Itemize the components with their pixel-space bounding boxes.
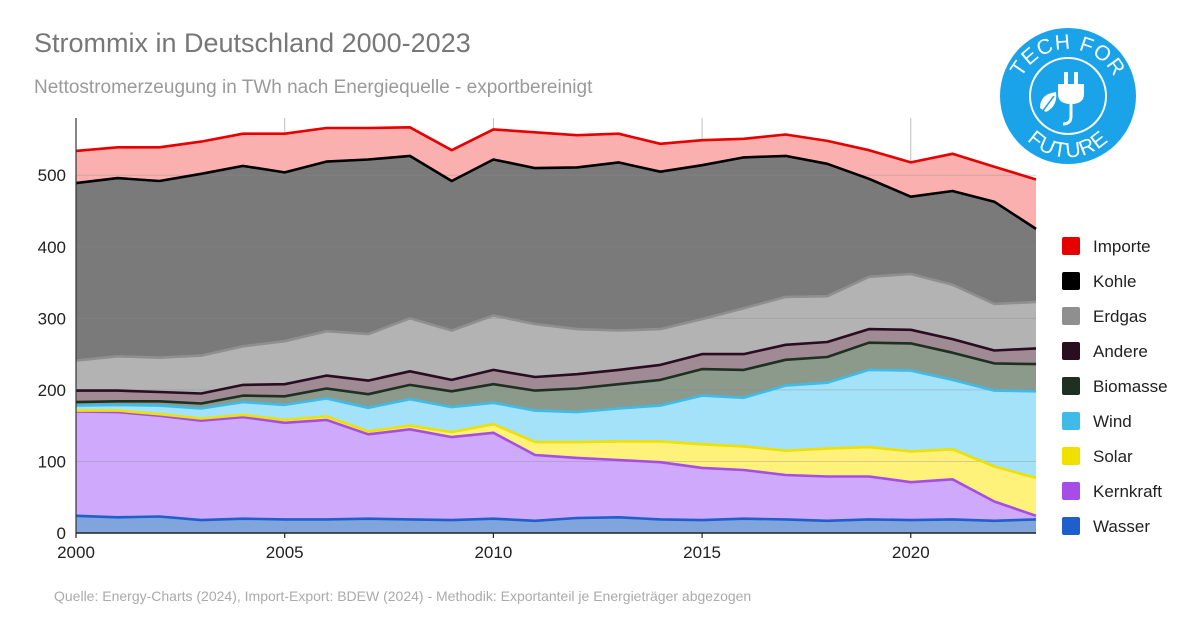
y-tick-label: 100 bbox=[38, 452, 66, 471]
legend-item-andere[interactable]: Andere bbox=[1062, 342, 1148, 361]
line-erdgas bbox=[75, 272, 1037, 362]
legend-item-solar[interactable]: Solar bbox=[1062, 447, 1133, 466]
line-biomasse bbox=[75, 341, 1037, 405]
legend-label: Importe bbox=[1093, 237, 1151, 256]
legend-item-erdgas[interactable]: Erdgas bbox=[1062, 307, 1147, 326]
y-tick-label: 400 bbox=[38, 238, 66, 257]
axes: 0 100 200 300 400 500 2000 2005 2010 2015 2020 bbox=[38, 118, 1036, 562]
series-lines bbox=[75, 126, 1037, 523]
legend-swatch bbox=[1062, 377, 1080, 395]
chart-subtitle: Nettostromerzeugung in TWh nach Energieq… bbox=[34, 77, 593, 98]
area-wind bbox=[76, 369, 1036, 478]
y-tick-label: 300 bbox=[38, 309, 66, 328]
x-tick-label: 2000 bbox=[57, 543, 95, 562]
x-tick-label: 2005 bbox=[266, 543, 304, 562]
y-tick-label: 0 bbox=[57, 524, 66, 543]
legend-label: Erdgas bbox=[1093, 307, 1147, 326]
y-tick-label: 500 bbox=[38, 166, 66, 185]
legend-label: Biomasse bbox=[1093, 377, 1168, 396]
legend-swatch bbox=[1062, 517, 1080, 535]
area-erdgas bbox=[76, 274, 1036, 394]
area-importe bbox=[76, 127, 1036, 229]
legend-label: Wind bbox=[1093, 412, 1132, 431]
logo-inner-ring bbox=[1029, 57, 1107, 135]
legend-swatch bbox=[1062, 237, 1080, 255]
line-kernkraft bbox=[75, 410, 1037, 518]
legend-item-importe[interactable]: Importe bbox=[1062, 237, 1151, 256]
legend-item-biomasse[interactable]: Biomasse bbox=[1062, 377, 1168, 396]
legend-swatch bbox=[1062, 342, 1080, 360]
legend-item-wind[interactable]: Wind bbox=[1062, 412, 1132, 431]
legend-item-wasser[interactable]: Wasser bbox=[1062, 517, 1150, 536]
x-tick-label: 2015 bbox=[683, 543, 721, 562]
legend-label: Wasser bbox=[1093, 517, 1150, 536]
y-tick-label: 200 bbox=[38, 381, 66, 400]
legend-label: Solar bbox=[1093, 447, 1133, 466]
line-wind bbox=[75, 368, 1037, 414]
legend[interactable]: Importe Kohle Erdgas Andere Biomasse Wind Sola… bbox=[1062, 237, 1168, 536]
line-wasser bbox=[75, 514, 1037, 523]
plug-leaf-icon bbox=[1040, 72, 1084, 126]
tech-for-future-logo[interactable]: TECH FOR FUTURE bbox=[1000, 28, 1136, 164]
line-kohle bbox=[75, 154, 1037, 230]
area-kohle bbox=[76, 155, 1036, 361]
area-kernkraft bbox=[76, 411, 1036, 521]
x-tick-label: 2020 bbox=[892, 543, 930, 562]
legend-label: Andere bbox=[1093, 342, 1148, 361]
legend-swatch bbox=[1062, 272, 1080, 290]
area-solar bbox=[76, 410, 1036, 516]
x-tick-label: 2010 bbox=[474, 543, 512, 562]
chart-title: Strommix in Deutschland 2000-2023 bbox=[34, 28, 471, 58]
legend-item-kernkraft[interactable]: Kernkraft bbox=[1062, 482, 1162, 501]
line-solar bbox=[76, 409, 1037, 480]
legend-swatch bbox=[1062, 307, 1080, 325]
legend-swatch bbox=[1062, 482, 1080, 500]
area-andere bbox=[76, 329, 1036, 404]
line-andere bbox=[76, 327, 1037, 395]
line-importe bbox=[75, 126, 1037, 181]
legend-label: Kohle bbox=[1093, 272, 1136, 291]
legend-swatch bbox=[1062, 412, 1080, 430]
legend-item-kohle[interactable]: Kohle bbox=[1062, 272, 1136, 291]
legend-swatch bbox=[1062, 447, 1080, 465]
source-note: Quelle: Energy-Charts (2024), Import-Exp… bbox=[54, 588, 752, 604]
legend-label: Kernkraft bbox=[1093, 482, 1162, 501]
